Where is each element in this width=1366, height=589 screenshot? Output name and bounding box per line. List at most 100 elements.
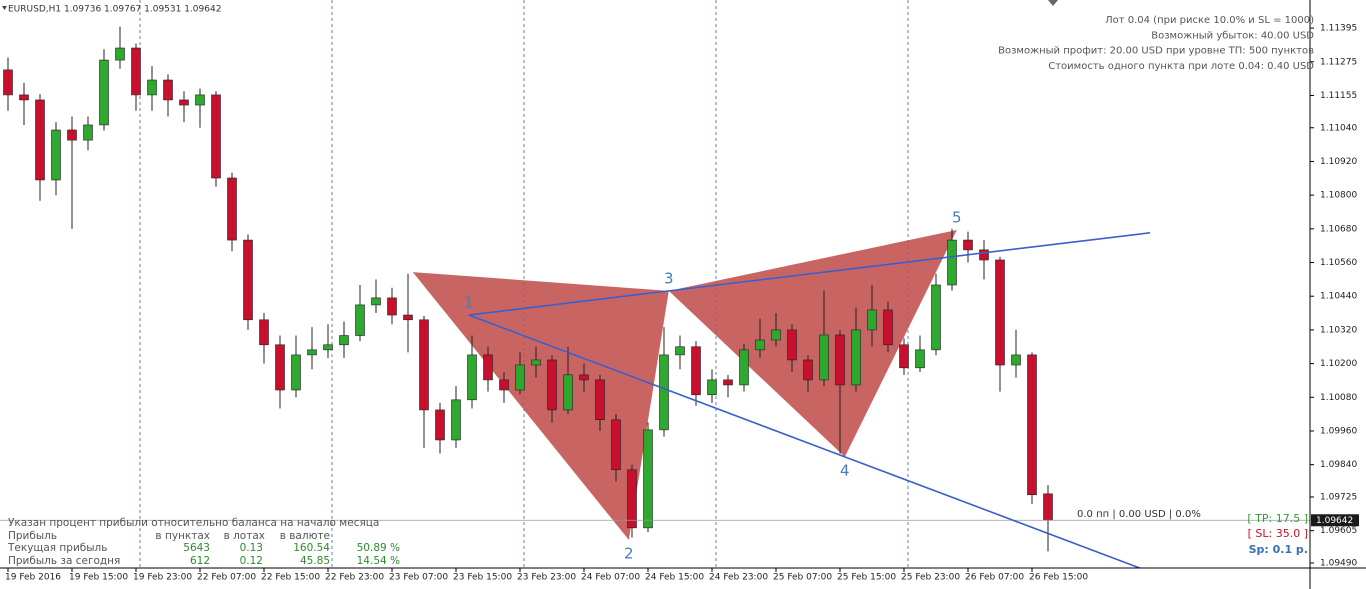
candle-body (643, 429, 653, 529)
candle-body (435, 409, 445, 441)
y-tick-label: 1.10080 (1320, 393, 1357, 403)
y-tick-label: 1.10560 (1320, 258, 1357, 268)
x-tick-label: 24 Feb 23:00 (709, 573, 768, 583)
candle-body (515, 364, 525, 391)
table-cell: 0.13 (240, 542, 263, 554)
candle-body (291, 354, 301, 391)
table-header: в пунктах (155, 530, 210, 542)
candle-body (195, 94, 205, 106)
candle-body (467, 354, 477, 401)
candle-body (531, 359, 541, 366)
price-box-label: 1.09642 (1316, 516, 1353, 526)
y-tick-label: 1.11040 (1320, 123, 1357, 133)
candle-body (947, 239, 957, 286)
harmonic-pattern (412, 229, 957, 540)
candle-body (419, 319, 429, 411)
x-tick-label: 25 Feb 15:00 (837, 573, 896, 583)
candle-body (259, 319, 269, 346)
pattern-triangle (412, 272, 669, 540)
candle-body (1027, 354, 1037, 496)
table-cell: 50.89 % (357, 542, 400, 554)
table-cell: 45.85 (300, 555, 330, 567)
candle-body (307, 349, 317, 356)
table-cell: 160.54 (293, 542, 330, 554)
candle-body (755, 339, 765, 351)
candle-body (611, 419, 621, 471)
y-tick-label: 1.09490 (1320, 558, 1357, 568)
candle-body (115, 47, 125, 61)
candle-body (355, 304, 365, 336)
candle-body (483, 354, 493, 381)
y-tick-label: 1.11395 (1320, 24, 1357, 34)
pattern-lines (468, 231, 1151, 568)
candle-body (547, 359, 557, 411)
table-header: в валюте (280, 530, 330, 542)
candle-body (163, 79, 173, 101)
candle-body (371, 297, 381, 306)
candle-body (19, 94, 29, 101)
x-tick-label: 19 Feb 23:00 (133, 573, 192, 583)
candle-body (963, 239, 973, 251)
info-line: Стоимость одного пункта при лоте 0.04: 0… (1048, 61, 1314, 72)
candle-body (67, 129, 77, 141)
candle-body (579, 374, 589, 381)
candle-body (3, 69, 13, 96)
candle-body (627, 469, 637, 529)
candle-body (51, 129, 61, 181)
x-tick-label: 22 Feb 15:00 (261, 573, 320, 583)
candle-body (147, 79, 157, 96)
candle-body (339, 335, 349, 346)
y-tick-label: 1.09725 (1320, 492, 1357, 502)
x-tick-label: 22 Feb 07:00 (197, 573, 256, 583)
x-tick-label: 23 Feb 15:00 (453, 573, 512, 583)
candle-body (243, 239, 253, 321)
pattern-point-label: 4 (840, 461, 850, 479)
pattern-point-label: 2 (624, 544, 634, 562)
x-tick-label: 26 Feb 07:00 (965, 573, 1024, 583)
pattern-labels: 1 2 3 4 5 (464, 208, 962, 562)
candle-body (227, 177, 237, 241)
y-tick-label: 1.09960 (1320, 426, 1357, 436)
trend-line (468, 314, 1142, 568)
info-line: Возможный убыток: 40.00 USD (1151, 30, 1314, 41)
candle-body (563, 374, 573, 411)
y-tick-label: 1.10320 (1320, 325, 1357, 335)
table-cell: Текущая прибыль (7, 542, 107, 554)
trend-line (468, 231, 1151, 316)
candle-body (899, 344, 909, 369)
shift-marker (1048, 0, 1058, 6)
candle-body (403, 314, 413, 321)
candle-body (323, 344, 333, 351)
candle-body (787, 329, 797, 361)
pattern-triangle (668, 229, 957, 457)
y-tick-label: 1.11155 (1320, 91, 1357, 101)
candle-body (99, 59, 109, 126)
pattern-point-label: 5 (952, 208, 962, 226)
table-note: Указан процент прибыли относительно бала… (8, 517, 379, 529)
candle-body (387, 297, 397, 316)
pattern-point-label: 1 (464, 294, 474, 312)
candle-body (35, 99, 45, 181)
risk-info: Лот 0.04 (при риске 10.0% и SL = 1000) Во… (998, 15, 1314, 72)
x-tick-label: 25 Feb 07:00 (773, 573, 832, 583)
y-tick-label: 1.09605 (1320, 526, 1357, 536)
time-axis: 19 Feb 2016 19 Feb 15:00 19 Feb 23:00 22 Fe… (5, 568, 1088, 583)
table-header: Прибыль (8, 530, 57, 542)
candle-body (995, 259, 1005, 366)
candle-body (867, 309, 877, 331)
candle-body (979, 249, 989, 261)
candle-body (451, 399, 461, 441)
pattern-point-label: 3 (664, 269, 674, 287)
candle-body (931, 284, 941, 351)
candle-body (707, 379, 717, 396)
y-tick-label: 1.10920 (1320, 157, 1357, 167)
y-tick-label: 1.09840 (1320, 460, 1357, 470)
y-tick-label: 1.10800 (1320, 191, 1357, 201)
price-axis: 1.11395 1.11275 1.11155 1.11040 1.10920 1.108… (1310, 24, 1359, 568)
candle-body (915, 349, 925, 369)
candle-body (803, 359, 813, 381)
candle-body (691, 346, 701, 396)
candle-body (819, 334, 829, 381)
